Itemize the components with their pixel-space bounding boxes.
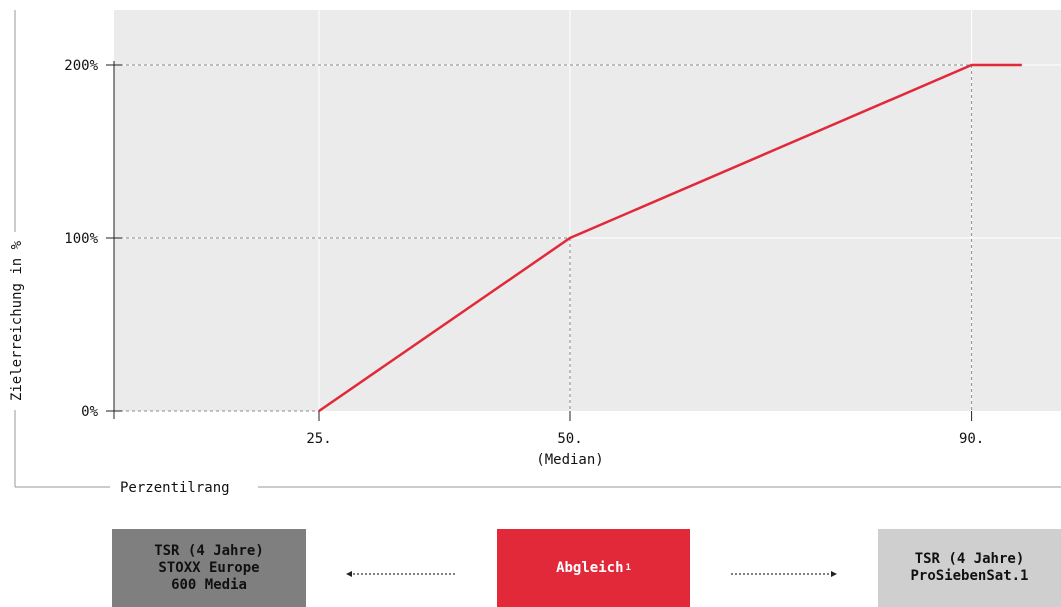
abgleich-box-label: Abgleich — [556, 559, 624, 576]
x-tick-sublabel: (Median) — [536, 452, 603, 468]
y-tick-labels: 0% 100% 200% — [64, 58, 98, 420]
abgleich-box: Abgleich 1 — [497, 529, 690, 607]
x-tick-labels: 25. 50. (Median) 90. — [306, 431, 984, 468]
stoxx-media-box: TSR (4 Jahre) STOXX Europe 600 Media — [112, 529, 306, 607]
y-tick-label: 100% — [64, 231, 98, 247]
stoxx-media-box-label: TSR (4 Jahre) STOXX Europe 600 Media — [154, 542, 264, 593]
y-tick-label: 0% — [81, 404, 98, 420]
guide-lines — [114, 64, 973, 412]
x-tick-label: 50. — [557, 431, 582, 447]
y-axis-title: Zielerreichung in % — [9, 240, 25, 401]
x-tick-label: 25. — [306, 431, 331, 447]
arrow-left — [346, 571, 455, 577]
series-group — [318, 63, 1022, 413]
x-tick-label: 90. — [959, 431, 984, 447]
arrow-right — [731, 571, 837, 577]
plot-area — [114, 10, 1061, 411]
ylabel-background — [4, 232, 26, 410]
abgleich-footnote-mark: 1 — [625, 562, 631, 573]
y-tick-label: 200% — [64, 58, 98, 74]
series-line — [318, 63, 1022, 413]
prosiebensat-box: TSR (4 Jahre) ProSiebenSat.1 — [878, 529, 1061, 607]
x-axis-title: Perzentilrang — [120, 480, 230, 496]
axes — [106, 61, 973, 421]
prosiebensat-box-label: TSR (4 Jahre) ProSiebenSat.1 — [910, 551, 1029, 584]
